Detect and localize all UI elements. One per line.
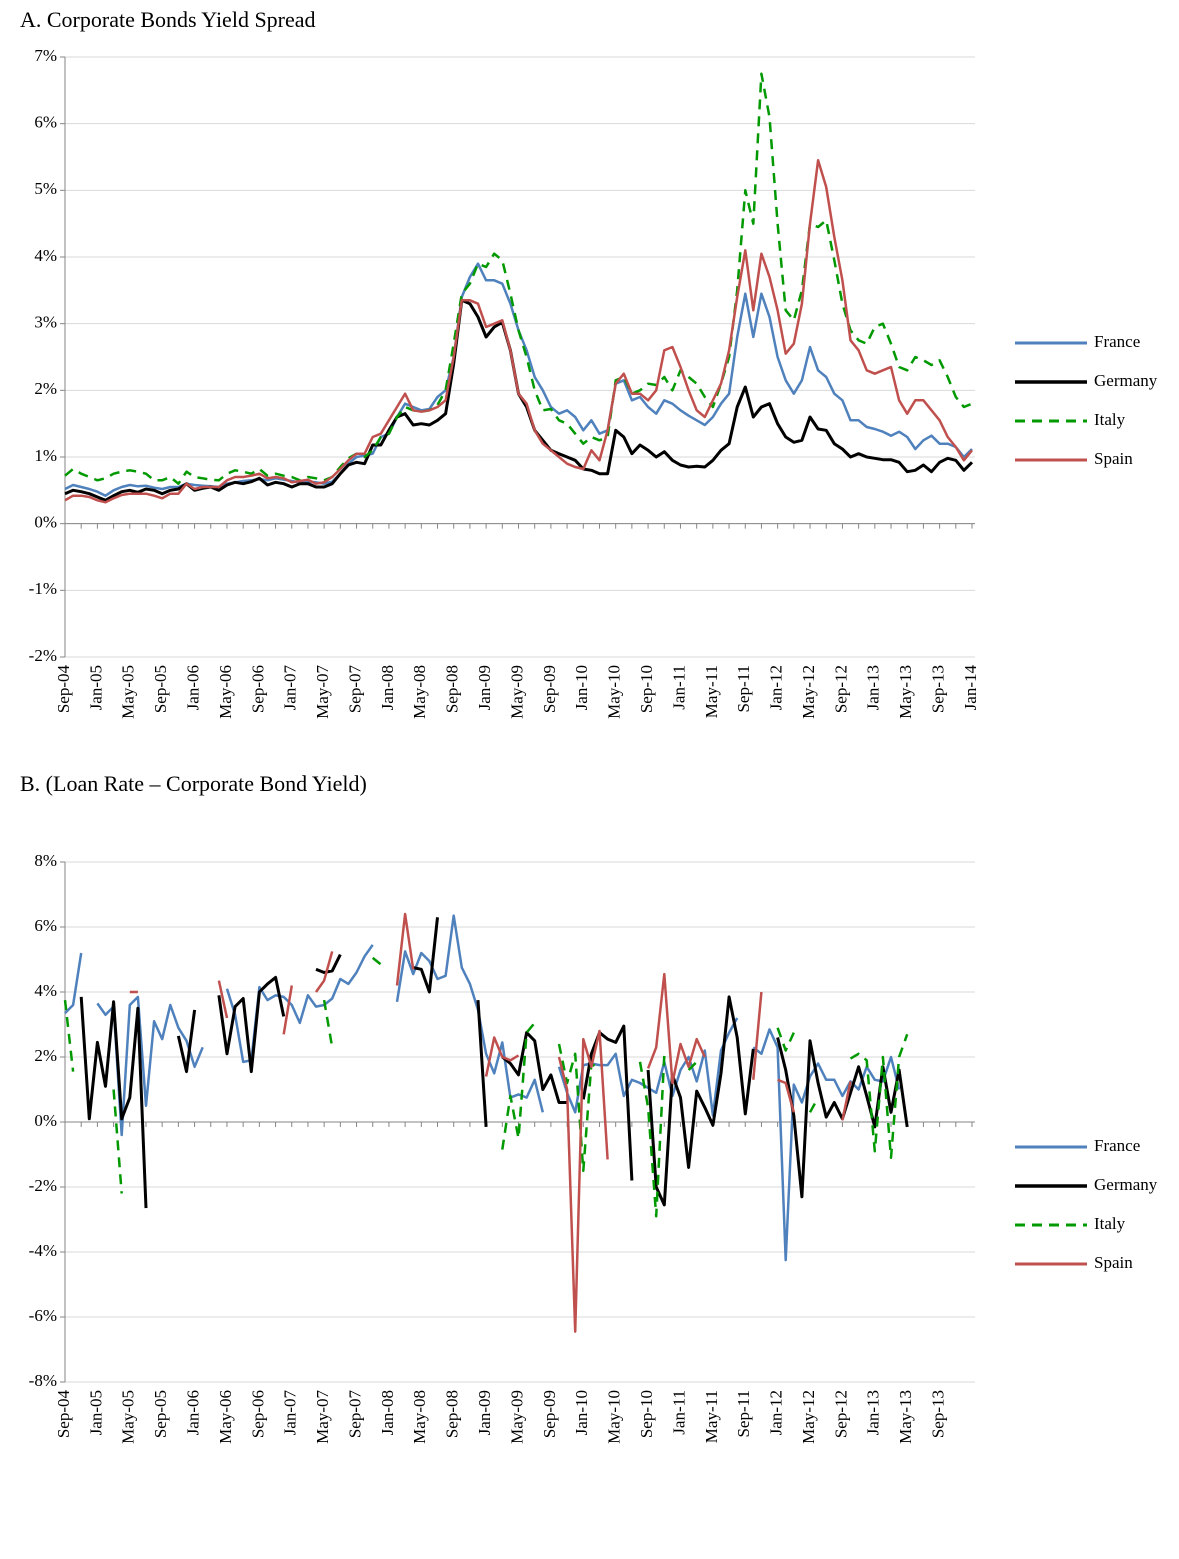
y-tick-label: -6% (29, 1306, 57, 1325)
x-tick-label: May-07 (313, 1390, 332, 1444)
x-tick-label: May-07 (313, 665, 332, 719)
y-tick-label: -1% (29, 579, 57, 598)
legend-label: Italy (1094, 1214, 1126, 1233)
x-tick-label: Jan-10 (572, 1390, 591, 1435)
x-tick-label: May-11 (702, 1390, 721, 1443)
x-tick-label: Jan-08 (378, 665, 397, 710)
x-tick-label: Sep-06 (248, 1390, 267, 1438)
x-tick-label: May-12 (799, 665, 818, 719)
x-tick-label: Jan-06 (183, 665, 202, 710)
line-series (64, 72, 973, 485)
x-tick-label: Sep-13 (929, 1390, 948, 1438)
x-tick-label: Sep-10 (637, 1390, 656, 1438)
x-tick-label: May-05 (119, 665, 138, 719)
chart-title: A. Corporate Bonds Yield Spread (20, 7, 316, 32)
y-tick-label: -8% (29, 1371, 57, 1390)
x-tick-label: May-12 (799, 1390, 818, 1444)
x-tick-label: Sep-07 (345, 1390, 364, 1439)
x-tick-label: Jan-07 (281, 1390, 300, 1436)
x-tick-label: Jan-06 (183, 1390, 202, 1435)
x-tick-label: Sep-10 (637, 665, 656, 713)
legend-label: France (1094, 332, 1140, 351)
y-tick-label: 6% (34, 113, 57, 132)
legend-label: Germany (1094, 1175, 1158, 1194)
x-tick-label: Sep-07 (345, 665, 364, 714)
x-tick-label: May-13 (896, 1390, 915, 1444)
y-tick-label: 1% (34, 446, 57, 465)
x-tick-label: May-06 (216, 1390, 235, 1444)
legend-label: Spain (1094, 1253, 1133, 1272)
x-tick-label: Sep-12 (831, 1390, 850, 1438)
x-tick-label: May-10 (605, 665, 624, 719)
x-tick-label: May-08 (410, 665, 429, 719)
x-tick-label: May-09 (507, 1390, 526, 1444)
legend-label: Germany (1094, 371, 1158, 390)
x-tick-label: Jan-09 (475, 1390, 494, 1435)
x-tick-label: Sep-06 (248, 665, 267, 713)
y-tick-label: 4% (34, 246, 57, 265)
x-tick-label: Jan-12 (767, 665, 786, 710)
x-tick-label: Sep-04 (54, 665, 73, 714)
legend-label: Italy (1094, 410, 1126, 429)
x-tick-label: Sep-13 (929, 665, 948, 713)
x-tick-label: Jan-07 (281, 665, 300, 711)
x-tick-label: May-10 (605, 1390, 624, 1444)
y-tick-label: 8% (34, 851, 57, 870)
x-tick-label: May-08 (410, 1390, 429, 1444)
y-tick-label: 6% (34, 916, 57, 935)
y-tick-label: 0% (34, 1111, 57, 1130)
x-tick-label: Jan-13 (864, 1390, 883, 1435)
x-tick-label: Jan-10 (572, 665, 591, 710)
y-tick-label: 2% (34, 1046, 57, 1065)
y-tick-label: -2% (29, 1176, 57, 1195)
line-series (64, 159, 973, 504)
x-tick-label: Jan-11 (669, 1390, 688, 1435)
y-tick-label: 2% (34, 379, 57, 398)
x-tick-label: Sep-05 (151, 1390, 170, 1438)
x-tick-label: Sep-08 (443, 1390, 462, 1438)
y-tick-label: -4% (29, 1241, 57, 1260)
x-tick-label: Sep-12 (831, 665, 850, 713)
x-tick-label: Jan-12 (767, 1390, 786, 1435)
line-series (79, 917, 909, 1209)
line-series (63, 956, 909, 1218)
x-tick-label: Jan-13 (864, 665, 883, 710)
x-tick-label: May-11 (702, 665, 721, 718)
x-tick-label: Sep-04 (54, 1390, 73, 1439)
x-tick-label: Jan-08 (378, 1390, 397, 1435)
legend-label: France (1094, 1136, 1140, 1155)
x-tick-label: May-09 (507, 665, 526, 719)
line-series (64, 262, 973, 497)
x-tick-label: Sep-09 (540, 1390, 559, 1438)
x-tick-label: May-05 (119, 1390, 138, 1444)
x-tick-label: Sep-11 (734, 665, 753, 713)
x-tick-label: Jan-05 (86, 665, 105, 710)
x-tick-label: Sep-08 (443, 665, 462, 713)
x-tick-label: May-13 (896, 665, 915, 719)
x-tick-label: Sep-11 (734, 1390, 753, 1438)
x-tick-label: Sep-09 (540, 665, 559, 713)
y-tick-label: 5% (34, 179, 57, 198)
line-series (129, 912, 852, 1333)
x-tick-label: May-06 (216, 665, 235, 719)
x-tick-label: Jan-11 (669, 665, 688, 710)
y-tick-label: 7% (34, 46, 57, 65)
y-tick-label: -2% (29, 646, 57, 665)
legend-label: Spain (1094, 449, 1133, 468)
line-series (64, 914, 901, 1262)
x-tick-label: Jan-05 (86, 1390, 105, 1435)
y-tick-label: 3% (34, 313, 57, 332)
x-tick-label: Jan-14 (961, 665, 980, 711)
y-tick-label: 4% (34, 981, 57, 1000)
y-tick-label: 0% (34, 513, 57, 532)
x-tick-label: Jan-09 (475, 665, 494, 710)
x-tick-label: Sep-05 (151, 665, 170, 713)
chart-title: B. (Loan Rate – Corporate Bond Yield) (20, 771, 367, 796)
